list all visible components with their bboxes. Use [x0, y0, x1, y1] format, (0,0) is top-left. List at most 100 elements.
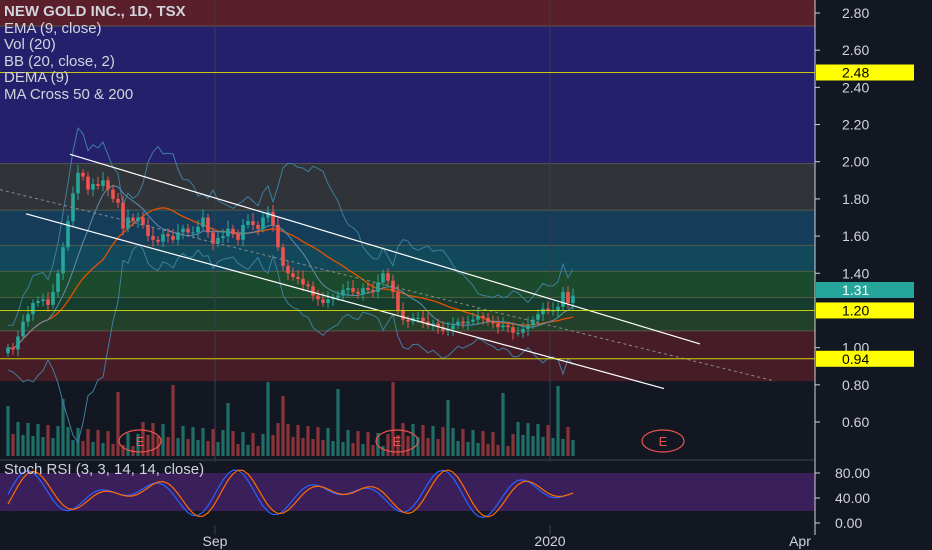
- y-tick-0: 2.80: [842, 5, 869, 21]
- candle-body-2: [16, 336, 20, 350]
- volume-bar-92: [466, 442, 470, 456]
- volume-bar-5: [31, 436, 35, 456]
- volume-bar-6: [36, 424, 40, 456]
- volume-bar-85: [431, 426, 435, 456]
- volume-bar-71: [361, 444, 365, 456]
- candle-body-105: [531, 319, 535, 326]
- candle-body-107: [541, 308, 545, 315]
- candle-body-8: [46, 299, 50, 305]
- candle-body-95: [481, 316, 485, 318]
- volume-bar-69: [351, 443, 355, 456]
- candle-body-9: [51, 291, 55, 305]
- candle-body-71: [361, 288, 365, 294]
- candle-body-110: [556, 306, 560, 311]
- candle-body-76: [386, 273, 390, 281]
- volume-bar-61: [311, 439, 315, 456]
- volume-bar-9: [51, 438, 55, 456]
- candle-body-17: [91, 184, 95, 190]
- candle-body-69: [351, 288, 355, 292]
- stoch-rsi-label: Stoch RSI (3, 3, 14, 14, close): [4, 461, 205, 478]
- volume-bar-72: [366, 432, 370, 456]
- volume-bar-100: [506, 446, 510, 456]
- volume-bar-28: [146, 435, 150, 456]
- volume-bar-59: [301, 438, 305, 456]
- volume-bar-80: [406, 436, 410, 456]
- candle-body-7: [41, 299, 45, 302]
- volume-bar-112: [566, 427, 570, 456]
- candle-body-27: [141, 217, 145, 225]
- volume-bar-7: [41, 437, 45, 456]
- volume-bar-82: [416, 437, 420, 456]
- volume-bar-78: [396, 435, 400, 456]
- volume-bar-65: [331, 441, 335, 456]
- volume-bar-27: [141, 422, 145, 456]
- volume-bar-113: [571, 440, 575, 456]
- price-label-3: 0.94: [842, 351, 869, 367]
- indicator-ema: EMA (9, close): [4, 19, 102, 37]
- candle-body-93: [471, 319, 475, 322]
- volume-bar-0: [6, 406, 10, 456]
- candle-body-55: [281, 247, 285, 266]
- candle-body-14: [76, 172, 80, 194]
- volume-bar-93: [471, 430, 475, 456]
- volume-bar-1: [11, 434, 15, 456]
- volume-bar-52: [266, 382, 270, 456]
- volume-bar-35: [181, 426, 185, 456]
- price-label-bg-3: [816, 350, 914, 367]
- stoch-tick-1: 40.00: [835, 490, 870, 506]
- volume-bar-67: [341, 442, 345, 456]
- fib-band-7: [0, 297, 815, 311]
- volume-bar-63: [321, 440, 325, 456]
- volume-bar-38: [196, 440, 200, 456]
- candle-body-70: [356, 291, 360, 294]
- volume-bar-66: [336, 389, 340, 456]
- volume-bar-95: [481, 431, 485, 456]
- candle-body-57: [291, 273, 295, 277]
- earnings-marker-0: [118, 429, 162, 453]
- channel-lower-line: [25, 213, 665, 390]
- indicator-ma-cross: MA Cross 50 & 200: [4, 85, 134, 103]
- stoch-tick-2: 0.00: [835, 515, 862, 531]
- volume-bar-60: [306, 426, 310, 456]
- volume-bar-111: [561, 439, 565, 456]
- candle-body-74: [376, 282, 380, 292]
- candle-body-23: [121, 202, 125, 229]
- candle-body-29: [151, 236, 155, 240]
- candle-body-22: [116, 198, 120, 203]
- fib-band-6: [0, 271, 815, 298]
- volume-bar-22: [116, 392, 120, 456]
- volume-bar-12: [66, 427, 70, 456]
- candle-body-45: [231, 228, 235, 235]
- candle-body-66: [336, 295, 340, 298]
- y-tick-3: 2.20: [842, 117, 869, 133]
- y-tick-5: 1.80: [842, 191, 869, 207]
- candle-body-11: [61, 247, 65, 274]
- candle-body-4: [26, 314, 30, 322]
- volume-bar-24: [126, 433, 130, 456]
- volume-bar-10: [56, 426, 60, 456]
- volume-bar-33: [171, 385, 175, 456]
- candle-body-18: [96, 184, 100, 186]
- volume-bar-110: [556, 386, 560, 456]
- candle-body-61: [311, 286, 315, 296]
- candle-body-32: [166, 234, 170, 237]
- volume-bar-57: [291, 437, 295, 456]
- candle-body-46: [236, 234, 240, 240]
- candle-body-75: [381, 273, 385, 283]
- y-tick-4: 2.00: [842, 154, 869, 170]
- volume-bar-70: [356, 431, 360, 456]
- volume-bar-105: [531, 436, 535, 456]
- candle-body-68: [346, 288, 350, 291]
- volume-bar-31: [161, 424, 165, 456]
- volume-bar-54: [276, 423, 280, 456]
- candle-body-104: [526, 325, 530, 330]
- stoch-k-line: [7, 469, 574, 519]
- y-tick-7: 1.40: [842, 265, 869, 281]
- indicator-dema: DEMA (9): [4, 69, 70, 86]
- candle-body-91: [461, 321, 465, 324]
- candle-body-25: [131, 217, 135, 222]
- candle-body-100: [506, 325, 510, 328]
- volume-bar-2: [16, 422, 20, 456]
- volume-bar-47: [241, 432, 245, 456]
